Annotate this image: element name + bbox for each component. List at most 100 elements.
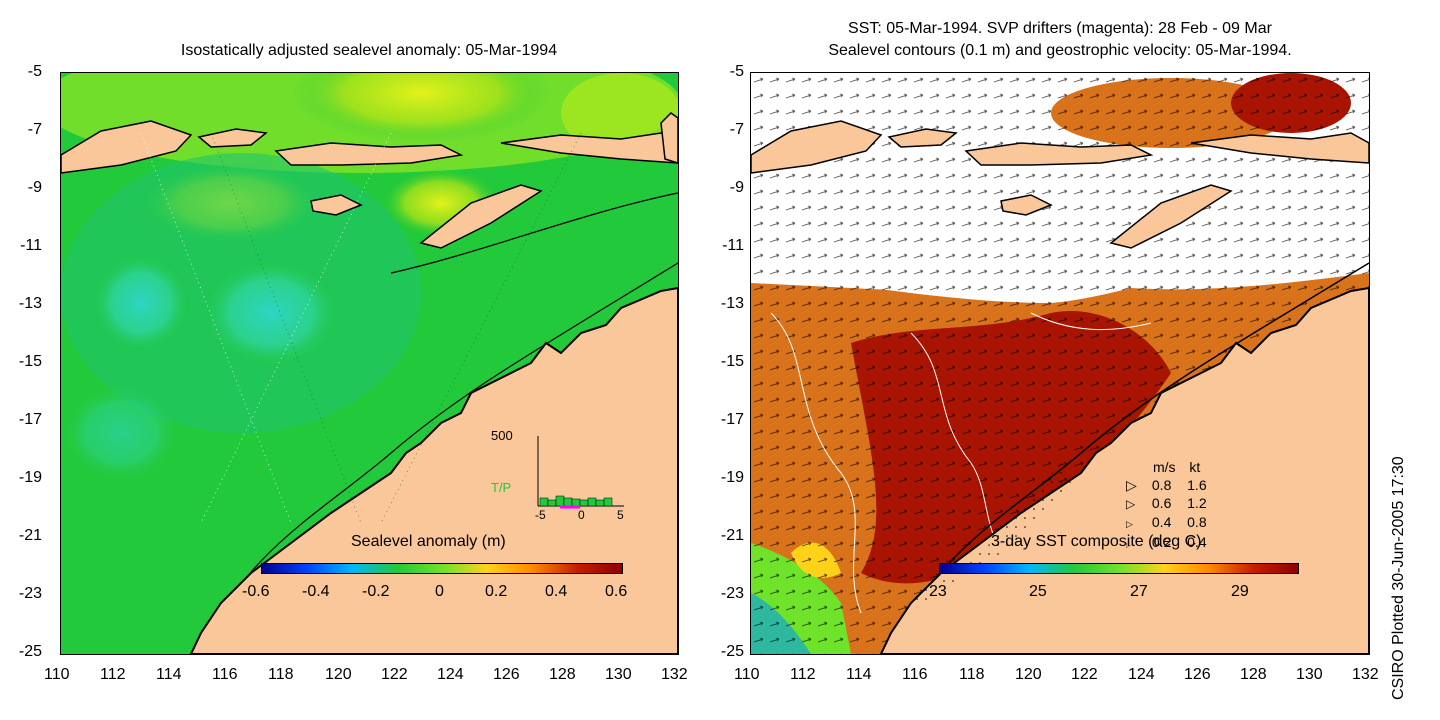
left-y-tick: -15	[18, 353, 42, 370]
sealevel-anomaly-map: 500 T/P -5 0 5 Sealevel anomaly (m) -0.6…	[60, 72, 679, 655]
legend-row: ▷ 0.2 0.4	[1126, 534, 1207, 550]
left-y-tick: -17	[18, 411, 42, 428]
legend-row: ▷ 0.8 1.6	[1126, 477, 1207, 493]
right-y-tick: -19	[720, 469, 744, 486]
left-y-tick: -9	[27, 179, 42, 196]
inset-x-tick: -5	[535, 508, 546, 522]
sealevel-colorbar-tick: -0.6	[242, 583, 270, 600]
left-x-tick: 118	[268, 666, 294, 683]
left-y-tick: -23	[18, 585, 42, 602]
velocity-legend: m/s kt ▷ 0.8 1.6 ▷ 0.6 1.2 ▷ 0.4 0.8 ▷ 0…	[1126, 458, 1276, 555]
flores-island	[274, 142, 464, 166]
inset-bar	[563, 497, 573, 507]
right-x-tick: 114	[846, 666, 872, 683]
inset-bar	[579, 499, 589, 507]
left-y-tick: -25	[18, 643, 42, 660]
csiro-plotted-label: CSIRO Plotted 30-Jun-2005 17:30	[1390, 456, 1407, 700]
right-x-tick: 130	[1296, 666, 1323, 683]
right-y-tick: -11	[722, 237, 744, 254]
left-y-tick: -13	[18, 295, 42, 312]
legend-header-ms: m/s	[1153, 459, 1176, 475]
java-island	[61, 120, 193, 174]
right-x-tick: 110	[734, 666, 760, 683]
left-x-tick: 116	[212, 666, 238, 683]
right-y-tick: -21	[720, 527, 744, 544]
sumba-island	[1000, 194, 1053, 216]
right-x-tick: 124	[1128, 666, 1155, 683]
sealevel-colorbar-tick: 0.2	[485, 583, 508, 600]
right-y-tick: -25	[720, 643, 744, 660]
left-y-tick: -21	[18, 527, 42, 544]
sst-colorbar-tick: 27	[1130, 583, 1148, 600]
inset-bar	[587, 497, 597, 507]
flores-island	[964, 142, 1154, 166]
sealevel-colorbar-tick: 0.4	[545, 583, 568, 600]
left-x-tick: 126	[493, 666, 520, 683]
legend-header-kt: kt	[1189, 459, 1201, 475]
sst-velocity-map: m/s kt ▷ 0.8 1.6 ▷ 0.6 1.2 ▷ 0.4 0.8 ▷ 0…	[750, 72, 1370, 655]
inset-x-tick: 0	[578, 508, 585, 522]
tp-inset-chart: 500 T/P -5 0 5	[491, 428, 631, 522]
right-map-title-line1: SST: 05-Mar-1994. SVP drifters (magenta)…	[848, 20, 1272, 37]
inset-x-tick: 5	[617, 508, 624, 522]
right-y-tick: -13	[720, 295, 744, 312]
inset-bar	[603, 497, 613, 507]
right-x-tick: 116	[902, 666, 928, 683]
right-y-tick: -23	[720, 585, 744, 602]
java-island	[751, 120, 883, 174]
sealevel-colorbar-tick: -0.4	[302, 583, 330, 600]
inset-bar	[555, 495, 565, 507]
timor-island	[1109, 184, 1233, 249]
left-x-tick: 124	[437, 666, 464, 683]
inset-bar	[539, 497, 549, 507]
sealevel-colorbar-tick: 0	[435, 583, 444, 600]
left-x-tick: 120	[325, 666, 352, 683]
right-map-title-line2: Sealevel contours (0.1 m) and geostrophi…	[828, 42, 1292, 59]
inset-bar	[595, 499, 605, 507]
right-y-tick: -15	[720, 353, 744, 370]
sst-colorbar-tick: 25	[1029, 583, 1047, 600]
left-x-tick: 130	[605, 666, 632, 683]
inset-bar	[547, 499, 557, 507]
left-y-tick: -7	[27, 121, 42, 138]
left-x-tick: 112	[100, 666, 126, 683]
left-x-tick: 128	[549, 666, 576, 683]
wetar-island	[500, 132, 678, 164]
right-x-tick: 118	[959, 666, 985, 683]
bali-lombok-islands	[197, 128, 268, 148]
left-map-title: Isostatically adjusted sealevel anomaly:…	[180, 42, 558, 59]
right-x-tick: 132	[1352, 666, 1379, 683]
right-x-tick: 128	[1240, 666, 1267, 683]
legend-row: ▷ 0.6 1.2	[1126, 495, 1207, 511]
bali-lombok-islands	[887, 128, 958, 148]
right-x-tick: 120	[1015, 666, 1042, 683]
tanimbar-island	[660, 112, 678, 164]
right-y-tick: -9	[729, 179, 744, 196]
sst-colorbar	[939, 563, 1299, 574]
sst-colorbar-label: 3-day SST composite (deg C)	[991, 533, 1202, 550]
left-y-tick: -5	[27, 63, 42, 80]
timor-island	[419, 184, 543, 249]
right-y-tick: -5	[729, 63, 744, 80]
sumba-island	[310, 194, 363, 216]
left-x-tick: 114	[156, 666, 182, 683]
left-y-tick: -11	[20, 237, 42, 254]
wetar-island	[1190, 132, 1369, 164]
sst-colorbar-tick: 29	[1231, 583, 1249, 600]
left-x-tick: 132	[661, 666, 688, 683]
left-y-tick: -19	[18, 469, 42, 486]
sst-colorbar-tick: 23	[929, 583, 947, 600]
right-y-tick: -7	[729, 121, 744, 138]
australia-landmass	[879, 286, 1369, 654]
sealevel-colorbar-tick: 0.6	[605, 583, 628, 600]
sealevel-colorbar-tick: -0.2	[362, 583, 390, 600]
right-x-tick: 122	[1071, 666, 1098, 683]
right-x-tick: 126	[1184, 666, 1211, 683]
inset-bar	[571, 498, 581, 507]
left-x-tick: 110	[44, 666, 70, 683]
inset-series-label: T/P	[491, 480, 512, 495]
legend-row: ▷ 0.4 0.8	[1126, 514, 1207, 530]
left-x-tick: 122	[381, 666, 408, 683]
right-y-tick: -17	[720, 411, 744, 428]
sealevel-colorbar	[261, 563, 623, 574]
